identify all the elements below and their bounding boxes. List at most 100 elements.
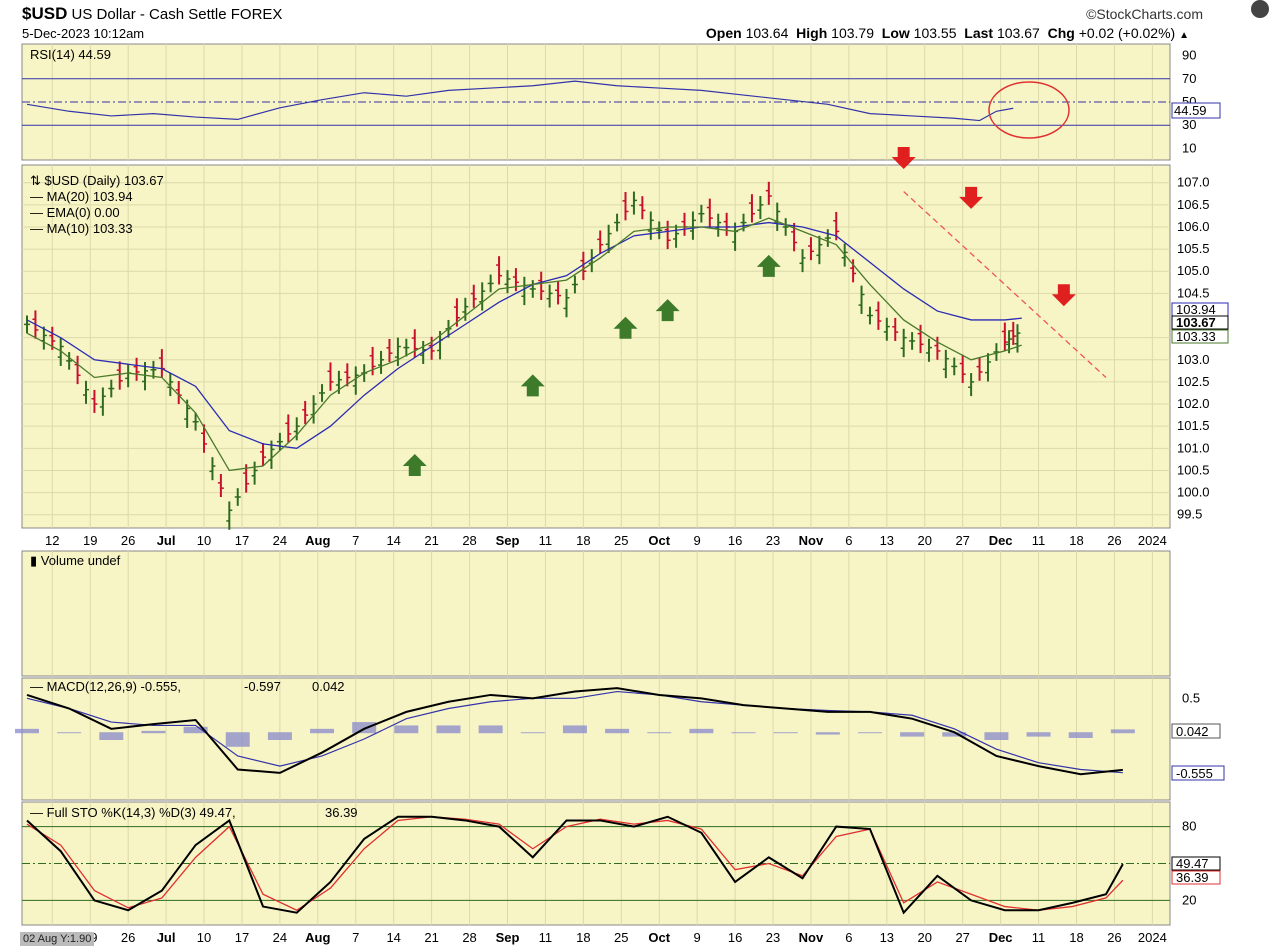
- x-tick-label: 16: [728, 533, 742, 548]
- down-arrow-icon: [1051, 284, 1076, 307]
- x-tick-label: Aug: [305, 533, 330, 548]
- x-tick-label-bottom: Jul: [157, 930, 176, 945]
- price-right-box: [1171, 315, 1229, 330]
- up-arrow-icon: [655, 299, 680, 322]
- x-tick-label-bottom: 23: [766, 930, 780, 945]
- chg-value: +0.02 (+0.02%): [1078, 25, 1176, 41]
- x-tick-label: Oct: [648, 533, 670, 548]
- price-legend-ma20: — MA(20) 103.94: [30, 189, 133, 204]
- close-icon[interactable]: [1251, 0, 1269, 18]
- rsi-current-box: [1171, 102, 1221, 119]
- symbol-title: $USD US Dollar - Cash Settle FOREX: [22, 4, 282, 24]
- macd-histogram-bar: [478, 725, 503, 734]
- chart-datetime: 5-Dec-2023 10:12am: [22, 26, 145, 41]
- x-tick-label-bottom: 17: [235, 930, 249, 945]
- x-tick-label-bottom: 18: [1069, 930, 1083, 945]
- macd-histogram-bar: [394, 725, 419, 734]
- x-tick-label-bottom: 14: [386, 930, 400, 945]
- x-tick-label: 7: [352, 533, 359, 548]
- macd-histogram-bar: [436, 725, 461, 734]
- price-y-tick: 99.5: [1177, 507, 1202, 522]
- price-legend-title: ⇅ $USD (Daily) 103.67: [30, 173, 164, 188]
- up-arrow-icon: [520, 374, 545, 397]
- macd-histogram-bar: [141, 730, 166, 734]
- macd-histogram-bar: [984, 732, 1009, 740]
- x-tick-label-bottom: 25: [614, 930, 628, 945]
- rsi-y-tick: 10: [1182, 140, 1196, 155]
- x-tick-label: 17: [235, 533, 249, 548]
- x-tick-label: 6: [845, 533, 852, 548]
- price-y-tick: 104.5: [1177, 285, 1210, 300]
- x-tick-label-bottom: 9: [694, 930, 701, 945]
- x-tick-label: 18: [1069, 533, 1083, 548]
- triangle-up-icon: ▲: [1179, 30, 1189, 41]
- trendline: [903, 191, 1107, 378]
- x-tick-label: Jul: [157, 533, 176, 548]
- macd-value-label: -0.555: [1176, 766, 1213, 781]
- x-tick-label: 9: [694, 533, 701, 548]
- ohlc-readout: Open 103.64 High 103.79 Low 103.55 Last …: [706, 25, 1189, 41]
- rsi-y-tick: 70: [1182, 71, 1196, 86]
- price-right-label: 103.94: [1176, 302, 1216, 317]
- macd-histogram-bar: [900, 732, 925, 737]
- macd-histogram-bar: [1068, 732, 1093, 738]
- price-right-box: [1171, 329, 1229, 344]
- price-y-tick: 105.0: [1177, 263, 1210, 278]
- stoch-k-line: [26, 815, 1124, 915]
- x-tick-label: 23: [766, 533, 780, 548]
- x-tick-label: 26: [121, 533, 135, 548]
- macd-legend-signal: -0.597: [244, 679, 281, 694]
- price-right-label: 103.67: [1176, 315, 1216, 330]
- price-legend-ma10: — MA(10) 103.33: [30, 221, 133, 236]
- x-tick-label-bottom: 7: [352, 930, 359, 945]
- low-label: Low: [881, 25, 910, 41]
- x-tick-label: 12: [45, 533, 59, 548]
- x-tick-label: 27: [955, 533, 969, 548]
- price-y-tick: 100.0: [1177, 485, 1210, 500]
- x-tick-label: 10: [197, 533, 211, 548]
- chg-label: Chg: [1047, 25, 1075, 41]
- x-tick-label: 11: [1032, 533, 1046, 548]
- x-tick-label-bottom: 13: [880, 930, 894, 945]
- volume-legend: ▮ Volume undef: [30, 553, 121, 568]
- price-y-tick: 107.0: [1177, 175, 1210, 190]
- macd-histogram-bar: [520, 732, 545, 734]
- last-label: Last: [964, 25, 994, 41]
- ma10-line: [26, 217, 1022, 472]
- macd-histogram-bar: [773, 732, 798, 734]
- price-y-tick: 100.5: [1177, 462, 1210, 477]
- panel-price: [21, 164, 1171, 529]
- macd-histogram-bar: [562, 725, 587, 734]
- x-tick-label: 25: [614, 533, 628, 548]
- high-label: High: [796, 25, 828, 41]
- rsi-y-tick: 30: [1182, 117, 1196, 132]
- macd-histogram-bar: [942, 732, 967, 737]
- symbol: $USD: [22, 4, 68, 23]
- stoch-legend: — Full STO %K(14,3) %D(3) 49.47,: [30, 805, 236, 820]
- x-tick-label-bottom: 28: [462, 930, 476, 945]
- macd-hist-box: [1171, 723, 1221, 739]
- x-tick-label: 19: [83, 533, 97, 548]
- macd-value-box: [1171, 765, 1225, 781]
- rsi-current-label: 44.59: [1174, 103, 1207, 118]
- macd-histogram-bar: [689, 728, 714, 734]
- stoch-k-box: [1171, 856, 1221, 871]
- x-tick-label: Dec: [989, 533, 1013, 548]
- x-tick-label-bottom: 16: [728, 930, 742, 945]
- x-tick-label: 20: [918, 533, 932, 548]
- x-tick-label: 13: [880, 533, 894, 548]
- price-right-label: 103.33: [1176, 329, 1216, 344]
- x-tick-label-bottom: Aug: [305, 930, 330, 945]
- macd-histogram-bar: [183, 726, 208, 734]
- x-tick-label-bottom: Oct: [648, 930, 670, 945]
- down-arrow-icon: [959, 186, 984, 209]
- x-tick-label-bottom: Nov: [799, 930, 824, 945]
- stoch-y-tick: 20: [1182, 892, 1196, 907]
- x-tick-label: Sep: [496, 533, 520, 548]
- x-tick-label-bottom: Sep: [496, 930, 520, 945]
- open-label: Open: [705, 25, 742, 41]
- x-tick-label-bottom: 10: [197, 930, 211, 945]
- x-tick-label-bottom: 20: [918, 930, 932, 945]
- macd-histogram-bar: [815, 732, 840, 735]
